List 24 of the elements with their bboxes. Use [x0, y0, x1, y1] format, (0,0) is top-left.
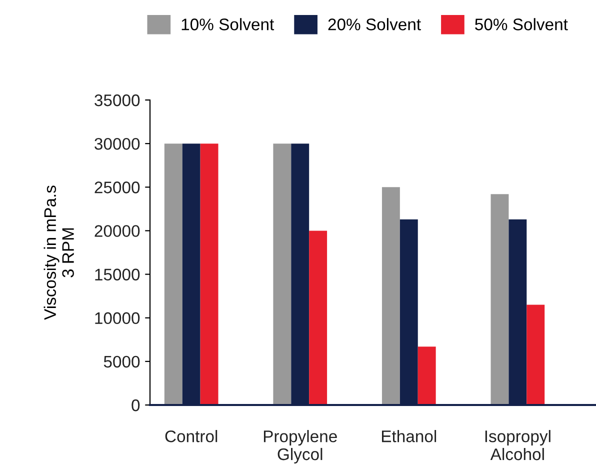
y-tick-label: 10000: [95, 312, 140, 324]
y-tick-label: 5000: [104, 356, 140, 368]
y-tick-label: 25000: [94, 182, 140, 194]
y-tick-label: 0: [132, 399, 140, 412]
bar: [273, 144, 292, 405]
x-tick-label: Control: [165, 430, 218, 442]
legend-label: 10% Solvent: [182, 18, 274, 30]
x-tick-label: Ethanol: [382, 430, 436, 442]
bar: [490, 194, 509, 405]
bar: [200, 144, 218, 405]
legend-label: 50% Solvent: [475, 18, 568, 30]
y-tick-label: 30000: [94, 138, 140, 150]
bar: [309, 230, 328, 405]
bar: [382, 187, 400, 405]
x-tick-label: Propylene Glycol: [264, 430, 337, 464]
bar: [526, 304, 545, 405]
y-tick-label: 20000: [94, 225, 140, 237]
y-tick-label: 15000: [95, 268, 140, 280]
y-tick-label: 35000: [94, 94, 140, 106]
x-tick-label: Isopropyl Alcohol: [485, 430, 550, 460]
bar: [418, 346, 436, 405]
y-axis-title: Viscosity in mPa.s 3 RPM: [44, 186, 74, 320]
bar: [164, 144, 182, 405]
legend-label: 20% Solvent: [328, 18, 421, 30]
